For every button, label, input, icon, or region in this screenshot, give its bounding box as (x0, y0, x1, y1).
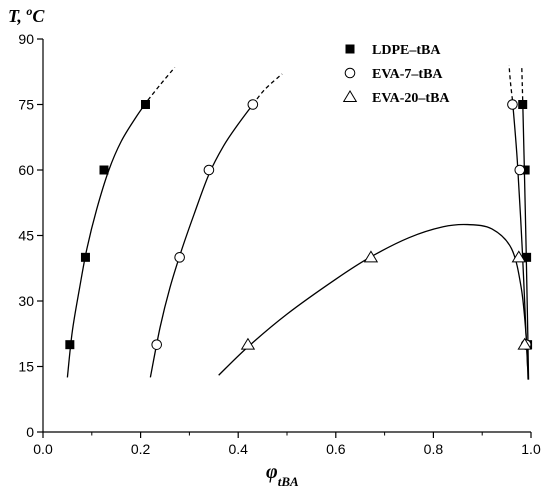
data-point (517, 337, 532, 350)
data-point (65, 340, 75, 350)
y-tick-label: 0 (26, 424, 34, 440)
curves (66, 65, 530, 380)
y-tick-label: 15 (18, 359, 34, 375)
legend: LDPE–tBA EVA-7–tBA EVA-20–tBA (342, 43, 450, 106)
extrapolated-curve (147, 66, 176, 101)
x-axis-label: φtBA (266, 461, 299, 489)
data-point (518, 100, 528, 109)
extrapolated-curve (508, 65, 514, 101)
y-axis-title: T, oC (8, 4, 45, 26)
data-point (203, 164, 215, 176)
y-axis-label: T, oC (8, 4, 45, 26)
x-tick-label: 0.0 (33, 441, 53, 457)
extrapolated-curve (521, 65, 524, 101)
data-point (140, 100, 150, 109)
data-point (174, 252, 185, 263)
data-point (520, 165, 530, 175)
data-points (65, 99, 533, 350)
data-point (80, 252, 90, 262)
data-point (247, 99, 259, 110)
y-tick-label: 30 (18, 293, 34, 309)
data-point (240, 337, 256, 350)
x-tick-label: 0.8 (424, 441, 444, 457)
data-point (522, 252, 532, 262)
data-point (507, 99, 518, 110)
legend-label: LDPE–tBA (372, 43, 441, 58)
binodal-curve (218, 223, 529, 380)
y-tick-label: 90 (18, 31, 34, 47)
axes: 0.0 0.2 0.4 0.6 0.8 1.0 0 15 30 45 60 75 90 (18, 31, 541, 457)
x-tick-label: 1.0 (521, 441, 541, 457)
binodal-curve (149, 104, 254, 378)
extrapolated-curve (252, 73, 283, 105)
data-point (151, 339, 163, 350)
data-point (363, 250, 379, 263)
binodal-curve (66, 99, 149, 378)
legend-marker (344, 67, 356, 79)
y-tick-label: 45 (18, 228, 34, 244)
y-tick-label: 60 (18, 162, 34, 178)
y-tick-label: 75 (18, 97, 34, 113)
x-tick-label: 0.6 (326, 441, 346, 457)
legend-marker (345, 44, 355, 54)
x-tick-label: 0.2 (131, 441, 151, 457)
data-point (99, 165, 109, 175)
x-tick-label: 0.4 (228, 441, 248, 457)
data-point (514, 164, 526, 176)
data-point (511, 250, 526, 263)
legend-label: EVA-20–tBA (372, 91, 450, 106)
legend-label: EVA-7–tBA (372, 67, 443, 82)
binodal-curve (522, 100, 530, 380)
legend-marker (342, 90, 358, 102)
x-axis-title: φtBA (266, 461, 299, 489)
